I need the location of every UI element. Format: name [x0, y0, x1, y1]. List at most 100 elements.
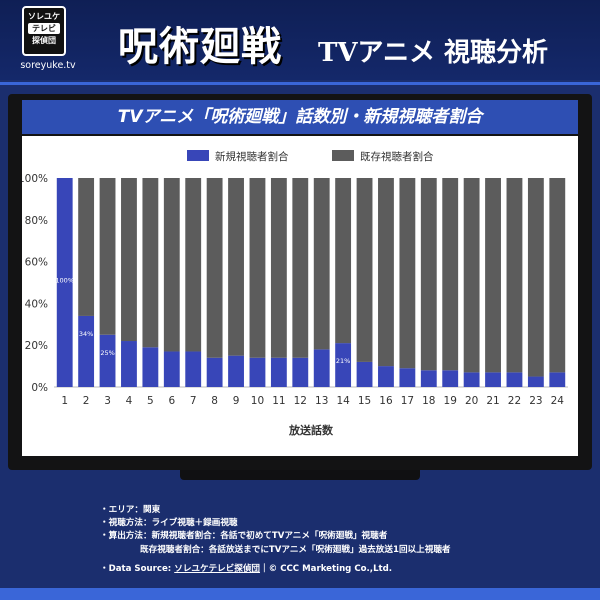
chart-area: 新規視聴者割合既存視聴者割合0%20%40%60%80%100%12345678…	[18, 136, 578, 456]
bottom-bar	[0, 588, 600, 600]
bar-new	[356, 361, 373, 387]
note-calc-existing: 既存視聴者割合：各話放送までにTVアニメ「呪術廻戦」過去放送1回以上視聴者	[140, 544, 451, 555]
stacked-bar-chart: 新規視聴者割合既存視聴者割合0%20%40%60%80%100%12345678…	[18, 150, 568, 437]
bar-new	[527, 376, 544, 387]
note-calc-new: ・算出方法：新規視聴者割合：各話で初めてTVアニメ「呪術廻戦」視聴者	[100, 531, 388, 542]
y-tick-label: 40%	[25, 298, 48, 310]
source-prefix: ・Data Source:	[100, 563, 175, 574]
bar-existing	[142, 178, 159, 348]
bar-existing	[506, 178, 523, 373]
x-axis-label: 放送話数	[288, 423, 334, 437]
bar-new	[56, 178, 73, 387]
bar-existing	[356, 178, 373, 362]
note-source: ・Data Source: ソレユケテレビ探偵団｜© CCC Marketing…	[100, 563, 580, 576]
bar-new	[249, 357, 266, 387]
bar-new	[163, 351, 180, 387]
bar-new	[292, 357, 309, 387]
divider	[0, 82, 600, 85]
x-tick-label: 5	[147, 395, 154, 407]
x-tick-label: 16	[379, 395, 393, 407]
source-suffix: ｜© CCC Marketing Co.,Ltd.	[260, 563, 393, 574]
bar-new	[506, 372, 523, 387]
bar-existing	[313, 178, 330, 350]
logo-bottom-text: 探偵団	[32, 36, 56, 45]
x-tick-label: 22	[508, 395, 521, 407]
source-link[interactable]: ソレユケテレビ探偵団	[174, 563, 261, 574]
legend-label-0: 新規視聴者割合	[215, 150, 289, 163]
logo[interactable]: ソレユケ テレビ 探偵団 soreyuke.tv	[12, 6, 84, 78]
x-tick-label: 18	[422, 395, 435, 407]
main-title: 呪術廻戦	[118, 23, 282, 70]
x-tick-label: 13	[315, 395, 328, 407]
bar-new	[270, 357, 287, 387]
y-tick-label: 60%	[25, 257, 48, 269]
y-tick-label: 20%	[25, 340, 48, 352]
bar-new	[378, 366, 394, 387]
bar-existing	[485, 178, 501, 373]
x-tick-label: 7	[190, 395, 197, 407]
x-tick-label: 11	[272, 395, 285, 407]
data-label: 25%	[100, 349, 114, 357]
bar-existing	[527, 178, 544, 377]
x-tick-label: 6	[168, 395, 175, 407]
y-tick-label: 0%	[31, 382, 48, 394]
data-label: 21%	[336, 357, 350, 365]
x-tick-label: 8	[211, 395, 218, 407]
bar-new	[206, 357, 223, 387]
bar-new	[420, 370, 437, 387]
x-tick-label: 3	[104, 395, 111, 407]
logo-mid-text: テレビ	[28, 23, 60, 34]
bar-existing	[185, 178, 202, 352]
bar-existing	[249, 178, 266, 358]
x-tick-label: 12	[294, 395, 307, 407]
bar-existing	[292, 178, 309, 358]
data-label: 34%	[79, 330, 93, 338]
bar-new	[185, 351, 202, 387]
legend-swatch-0	[187, 150, 209, 161]
x-tick-label: 9	[233, 395, 240, 407]
x-tick-label: 24	[551, 395, 565, 407]
note-area: ・エリア：関東	[100, 505, 161, 515]
bar-existing	[228, 178, 244, 356]
chart-title: TVアニメ「呪術廻戦」話数別・新規視聴者割合	[22, 100, 578, 134]
logo-top-text: ソレユケ	[28, 12, 60, 21]
sub-title: TVアニメ 視聴分析	[318, 38, 549, 68]
bar-existing	[78, 178, 95, 316]
tv-stand	[180, 470, 420, 480]
bar-new	[99, 334, 116, 387]
bar-new	[228, 355, 244, 387]
bar-existing	[206, 178, 223, 358]
bar-existing	[399, 178, 416, 369]
bar-existing	[442, 178, 459, 371]
bar-new	[442, 370, 459, 387]
bar-existing	[549, 178, 566, 373]
y-tick-label: 100%	[22, 173, 48, 185]
bar-existing	[121, 178, 137, 342]
note-method: ・視聴方法：ライブ視聴＋録画視聴	[100, 518, 238, 529]
bar-new	[142, 347, 159, 387]
logo-site-text: soreyuke.tv	[20, 60, 76, 71]
x-tick-label: 23	[529, 395, 542, 407]
bar-new	[313, 349, 330, 387]
header: ソレユケ テレビ 探偵団 soreyuke.tv 呪術廻戦 TVアニメ 視聴分析	[0, 0, 600, 80]
bar-existing	[335, 178, 352, 344]
x-tick-label: 19	[444, 395, 457, 407]
notes: ・エリア：関東 ・視聴方法：ライブ視聴＋録画視聴 ・算出方法：新規視聴者割合：各…	[100, 504, 580, 576]
data-label: 100%	[55, 277, 74, 285]
x-tick-label: 2	[83, 395, 90, 407]
x-tick-label: 14	[336, 395, 350, 407]
bar-existing	[420, 178, 437, 371]
bar-new	[121, 341, 137, 387]
bar-new	[485, 372, 501, 387]
bar-new	[78, 315, 95, 387]
bar-new	[335, 343, 352, 387]
x-tick-label: 10	[251, 395, 264, 407]
bar-existing	[270, 178, 287, 358]
bar-new	[463, 372, 480, 387]
x-tick-label: 20	[465, 395, 478, 407]
x-tick-label: 4	[126, 395, 133, 407]
logo-badge: ソレユケ テレビ 探偵団	[22, 6, 66, 56]
legend-swatch-1	[332, 150, 354, 161]
bar-existing	[463, 178, 480, 373]
bar-new	[399, 368, 416, 387]
